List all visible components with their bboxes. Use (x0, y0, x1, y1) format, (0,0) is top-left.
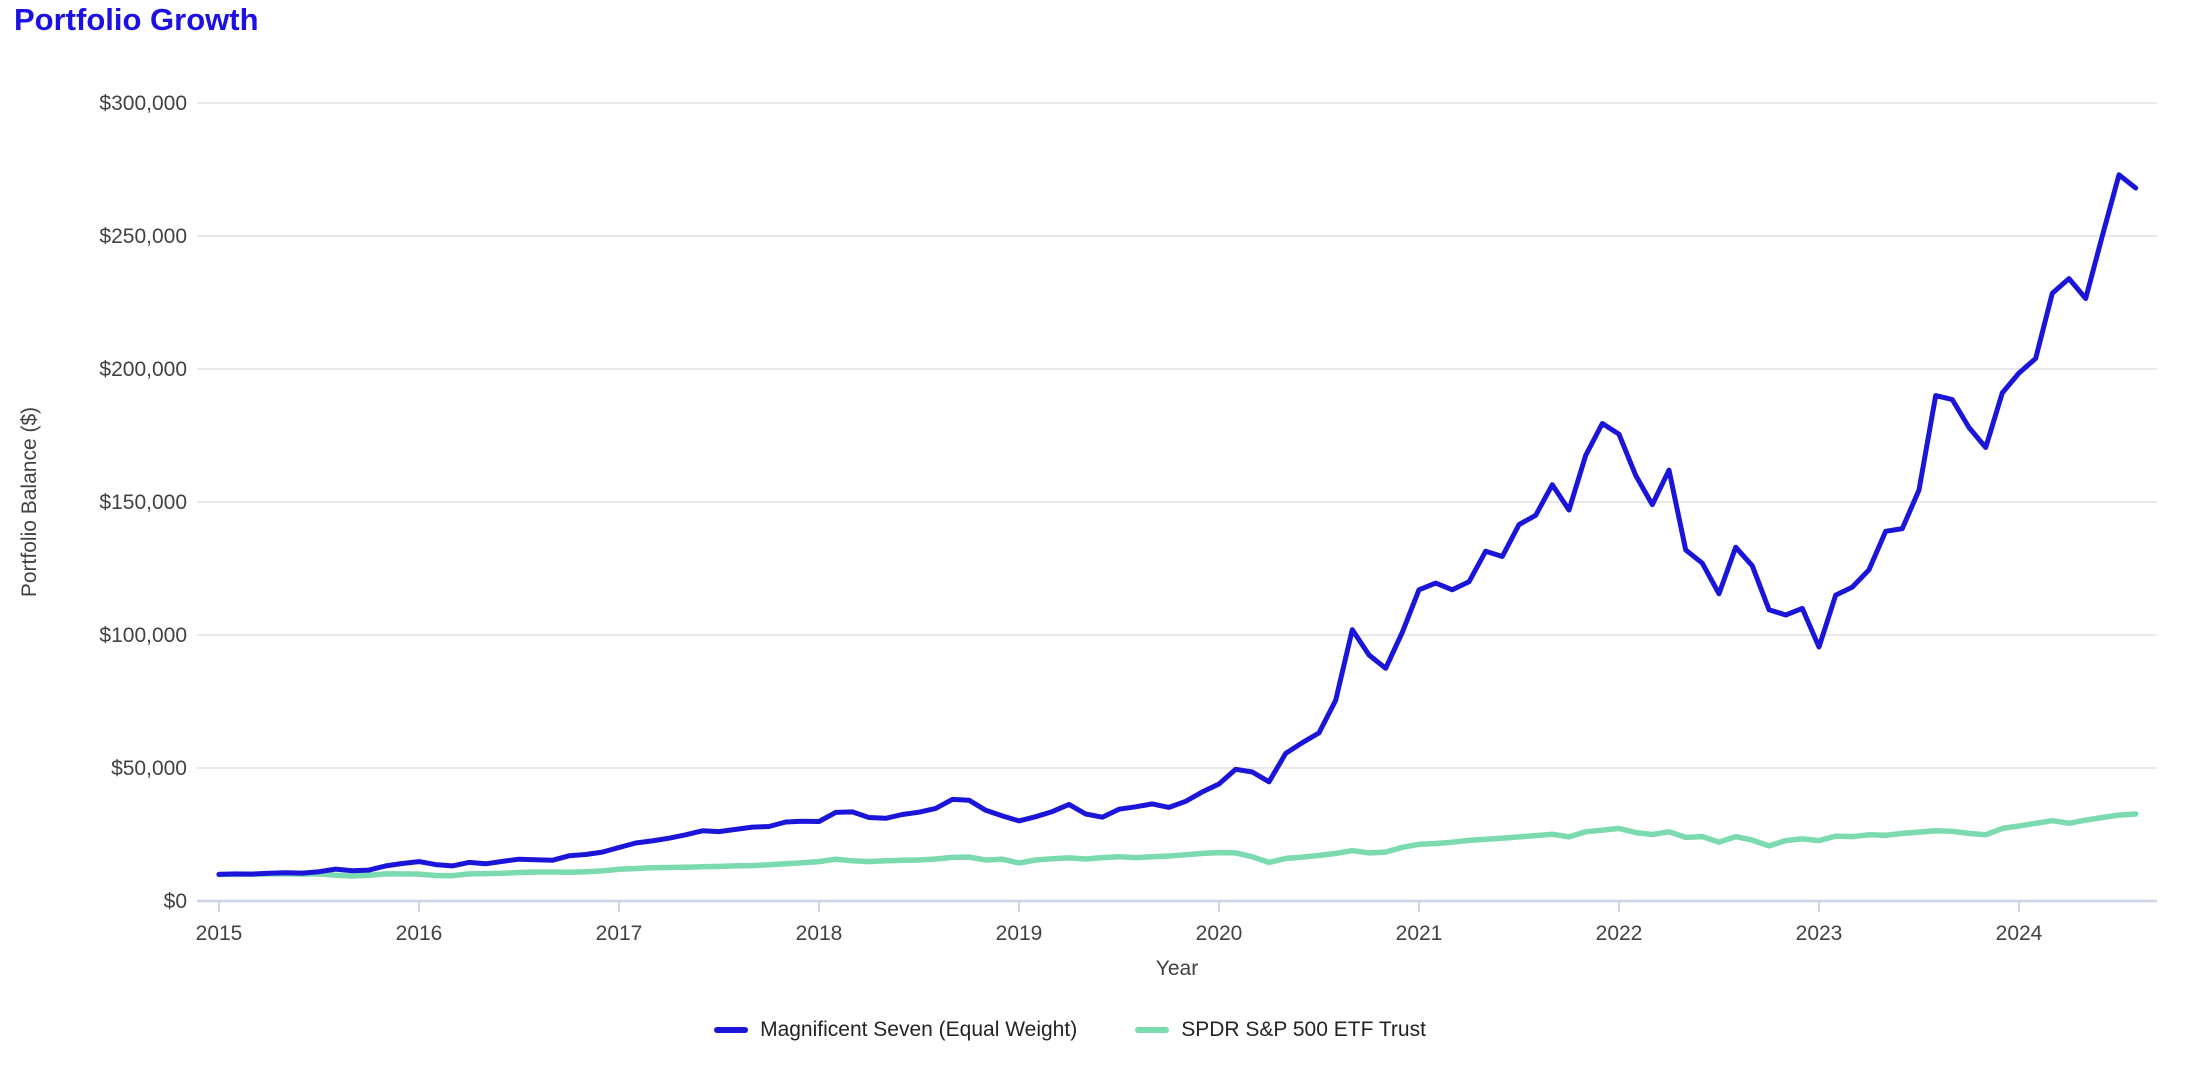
x-axis-title: Year (1156, 957, 1198, 980)
x-axis-tick-label: 2021 (1396, 922, 1443, 945)
x-axis-tick-label: 2017 (596, 922, 643, 945)
legend-swatch-icon (714, 1027, 749, 1033)
legend-label: SPDR S&P 500 ETF Trust (1181, 1018, 1426, 1041)
y-axis-tick-label: $100,000 (99, 624, 187, 647)
x-axis-tick-label: 2023 (1796, 922, 1843, 945)
y-axis-tick-label: $200,000 (99, 358, 187, 381)
x-axis-tick-label: 2020 (1196, 922, 1243, 945)
x-axis-tick-label: 2019 (996, 922, 1043, 945)
y-axis-title: Portfolio Balance ($) (18, 407, 41, 597)
x-axis-tick-label: 2022 (1596, 922, 1643, 945)
y-axis-tick-label: $150,000 (99, 491, 187, 514)
legend-item-spdr-s-p-500-etf-trust: SPDR S&P 500 ETF Trust (1135, 1018, 1426, 1042)
legend-swatch-icon (1135, 1027, 1170, 1033)
y-axis-tick-label: $300,000 (99, 92, 187, 115)
y-axis-tick-label: $50,000 (111, 757, 187, 780)
x-axis-tick-label: 2015 (196, 922, 243, 945)
legend-item-magnificent-seven-equal-weight: Magnificent Seven (Equal Weight) (714, 1018, 1077, 1042)
x-axis-tick-label: 2024 (1996, 922, 2043, 945)
page-title: Portfolio Growth (14, 2, 259, 37)
x-axis-tick-label: 2016 (396, 922, 443, 945)
x-axis-tick-label: 2018 (796, 922, 843, 945)
y-axis-tick-label: $250,000 (99, 225, 187, 248)
y-axis-tick-label: $0 (164, 890, 187, 913)
series-line-magnificent-seven-equal-weight (216, 172, 2139, 877)
chart-legend: Magnificent Seven (Equal Weight) SPDR S&P… (0, 1008, 2140, 1052)
series-line-spdr-s-p-500-etf-trust (216, 811, 2139, 879)
legend-label: Magnificent Seven (Equal Weight) (760, 1018, 1078, 1041)
